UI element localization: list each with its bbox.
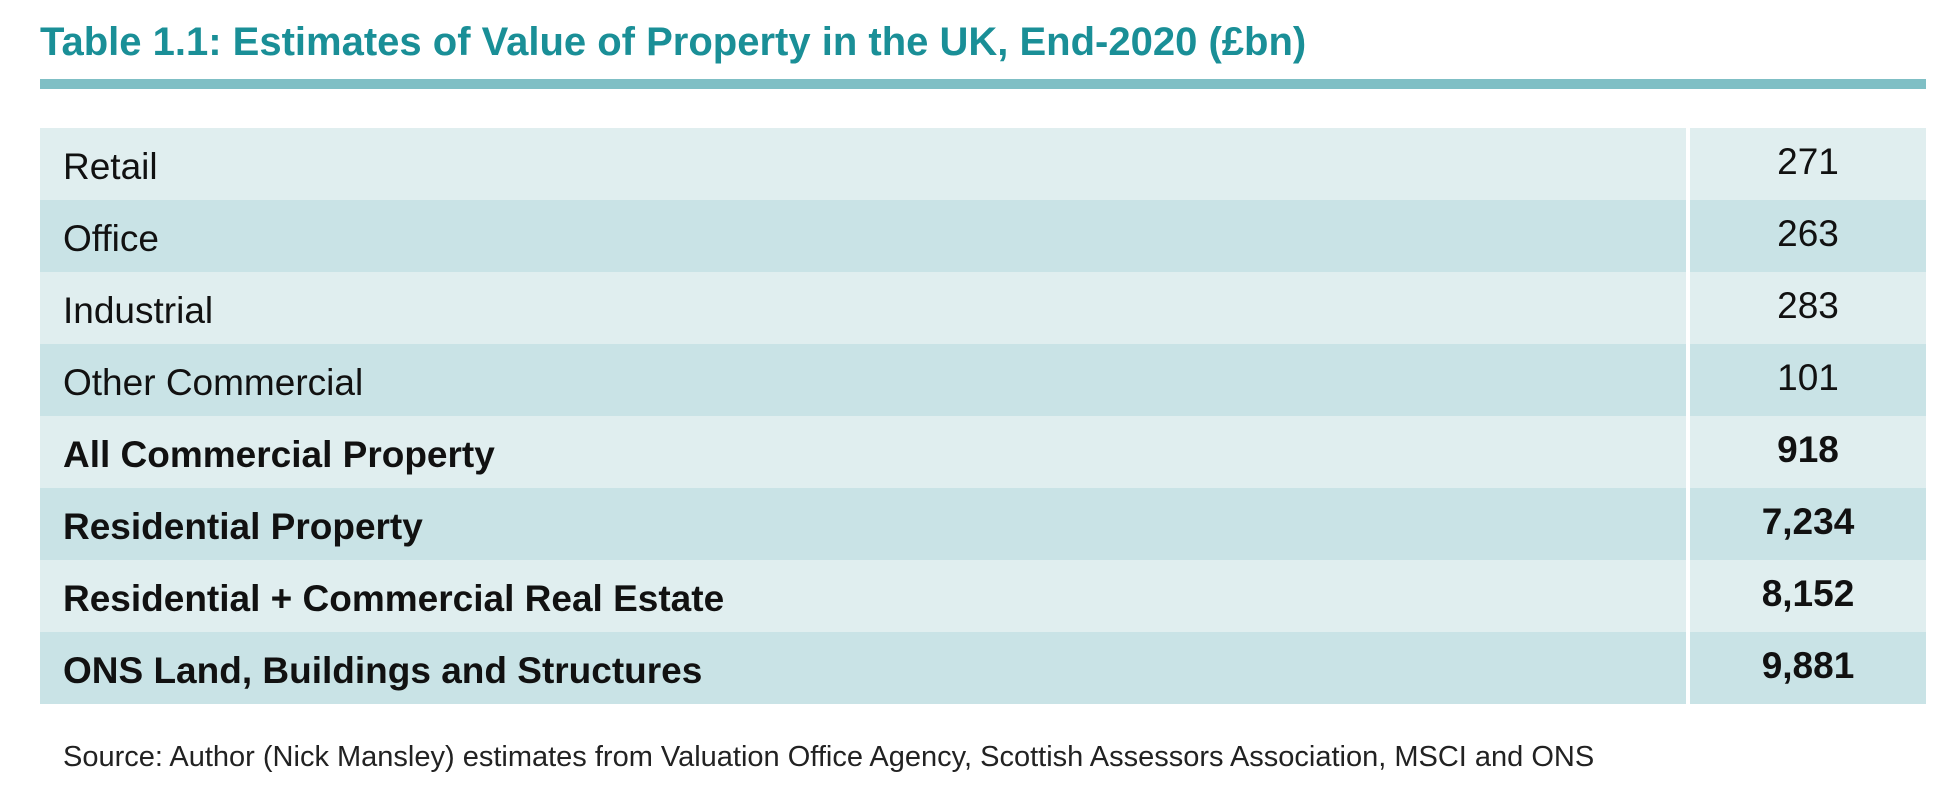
row-label: Retail [40,128,1686,200]
row-label: Residential Property [40,488,1686,560]
row-value: 263 [1690,200,1926,272]
source-note: Source: Author (Nick Mansley) estimates … [63,741,1595,773]
row-label: Other Commercial [40,344,1686,416]
property-value-table: Retail 271 Office 263 Industrial 283 Oth… [40,128,1926,704]
row-value: 918 [1690,416,1926,488]
row-value: 7,234 [1690,488,1926,560]
table-row-total: Residential Property 7,234 [40,488,1926,560]
row-label: ONS Land, Buildings and Structures [40,632,1686,704]
row-value: 8,152 [1690,560,1926,632]
row-label: All Commercial Property [40,416,1686,488]
title-divider [40,79,1926,89]
table-row: Office 263 [40,200,1926,272]
row-label: Office [40,200,1686,272]
table-row: Other Commercial 101 [40,344,1926,416]
row-label: Industrial [40,272,1686,344]
row-value: 9,881 [1690,632,1926,704]
table-row: Industrial 283 [40,272,1926,344]
table-title: Table 1.1: Estimates of Value of Propert… [40,20,1307,64]
table-row-total: All Commercial Property 918 [40,416,1926,488]
row-value: 283 [1690,272,1926,344]
table-row: Retail 271 [40,128,1926,200]
row-value: 101 [1690,344,1926,416]
row-value: 271 [1690,128,1926,200]
table-row-total: ONS Land, Buildings and Structures 9,881 [40,632,1926,704]
table-row-total: Residential + Commercial Real Estate 8,1… [40,560,1926,632]
row-label: Residential + Commercial Real Estate [40,560,1686,632]
